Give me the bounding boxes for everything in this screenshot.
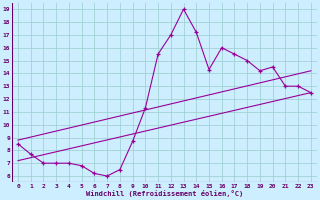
X-axis label: Windchill (Refroidissement éolien,°C): Windchill (Refroidissement éolien,°C) [86,190,243,197]
